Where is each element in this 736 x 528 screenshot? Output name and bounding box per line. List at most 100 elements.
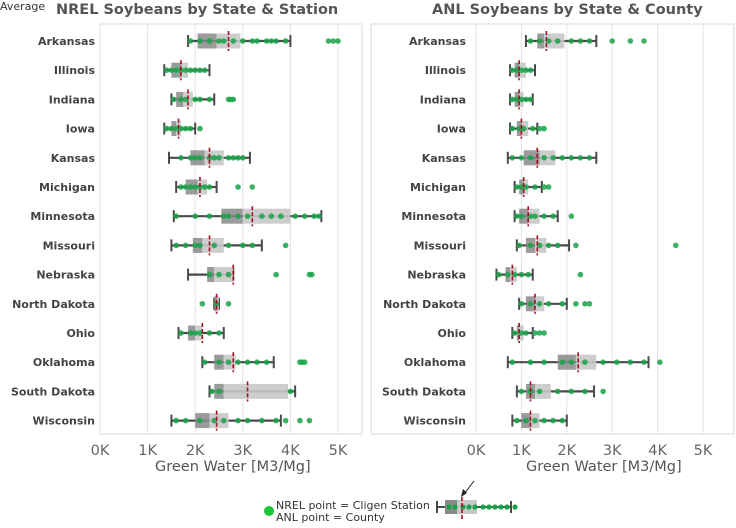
data-point [187,330,194,336]
state-label: Minnesota [30,210,95,223]
legend-average-label: Average [0,0,46,13]
box-upper-half [535,383,551,399]
data-point [182,125,189,132]
data-point [316,213,322,219]
data-point [182,417,189,424]
data-point [582,388,588,395]
data-point [168,125,175,132]
data-point [216,359,222,366]
legend-point [452,504,458,510]
data-point [536,38,543,44]
data-point [187,38,194,44]
data-point [518,388,525,395]
data-point [600,388,606,395]
state-label: South Dakota [382,385,466,398]
data-point [206,213,213,219]
data-point [516,242,522,249]
state-label: Arkansas [38,35,95,48]
box-upper-half [214,267,234,283]
data-point [206,38,213,44]
data-point [514,417,520,424]
left-chart-title: NREL Soybeans by State & Station [56,2,339,18]
data-point [545,301,552,307]
data-point [311,213,318,219]
data-point [509,96,516,103]
state-label: Iowa [437,123,466,136]
box-upper-half [539,150,556,166]
data-point [225,301,232,307]
data-point [554,242,561,249]
data-point [527,359,534,366]
data-point [192,213,198,219]
data-point [657,359,663,366]
data-point [586,301,593,307]
legend-arrowhead [461,489,467,497]
data-point [182,184,189,190]
legend-point [466,504,472,510]
data-point [536,330,543,336]
data-point [582,301,588,307]
data-point [197,417,203,424]
right-chart-title: ANL Soybeans by State & County [432,2,703,18]
data-point [197,155,203,161]
x-tick-label: 3K [233,443,252,459]
data-point [609,38,615,44]
data-point [282,38,289,44]
data-point [518,184,525,190]
data-point [518,271,525,278]
data-point [178,155,184,161]
legend-point [512,504,518,510]
data-point [173,242,179,249]
legend-line-nrel: NREL point = Cligen Station [276,499,430,512]
state-label: North Dakota [383,298,466,311]
data-point [240,38,246,44]
data-point [554,388,561,395]
data-point [529,125,536,132]
data-point [509,155,516,161]
data-point [201,67,208,73]
data-point [568,359,575,366]
state-label: North Dakota [12,298,95,311]
x-tick-label: 1K [512,443,531,459]
data-point [240,155,246,161]
data-point [225,271,232,278]
state-label: Arkansas [409,35,466,48]
data-point [173,125,179,132]
data-point [249,38,256,44]
data-point [259,417,265,424]
data-point [309,271,315,278]
data-point [582,359,588,366]
data-point [527,213,534,219]
data-point [514,213,520,219]
data-point [187,155,194,161]
legend-point [504,504,510,510]
data-point [206,96,213,103]
state-label: Iowa [66,123,95,136]
data-point [627,38,634,44]
data-point [249,184,256,190]
data-point [211,155,218,161]
data-point [511,330,518,336]
data-point [254,38,260,44]
data-point [225,155,232,161]
data-point [216,155,222,161]
data-point [504,271,511,278]
data-point [527,388,534,395]
data-point [335,38,341,44]
data-point [325,38,332,44]
data-point [173,67,179,73]
data-point [192,96,198,103]
data-point [287,388,294,395]
data-point [225,213,232,219]
x-tick-label: 4K [648,443,667,459]
data-point [627,359,634,366]
data-point [244,213,251,219]
data-point [244,417,251,424]
data-point [163,67,170,73]
data-point [573,242,579,249]
box-upper-half [242,208,291,224]
data-point [600,359,606,366]
data-point [230,155,237,161]
box-lower-half [516,325,520,341]
data-point [192,330,198,336]
